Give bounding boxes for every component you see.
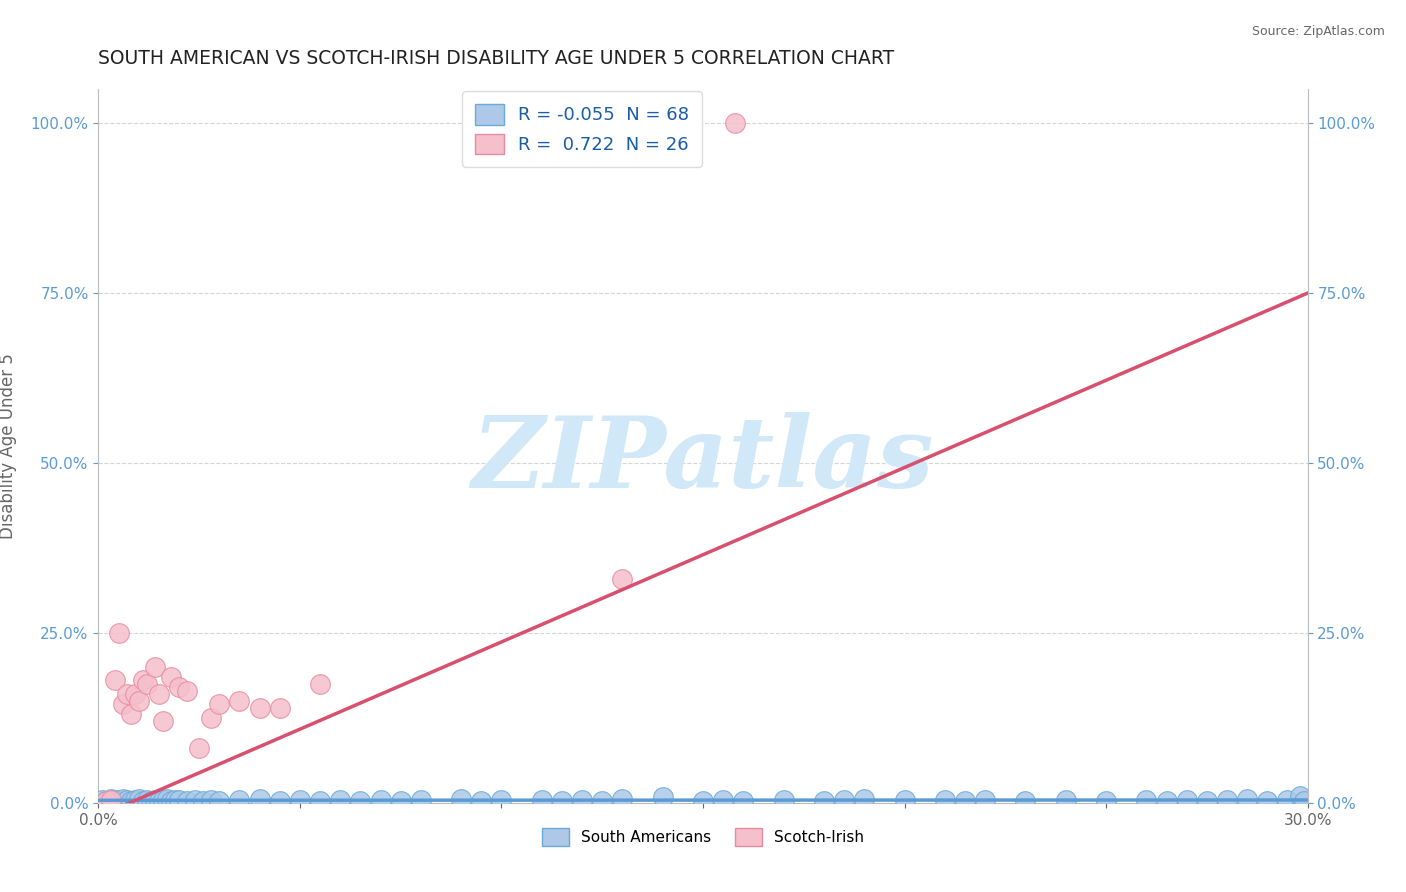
Point xyxy=(160,794,183,808)
Point xyxy=(103,793,125,807)
Point xyxy=(193,794,215,808)
Point xyxy=(269,700,291,714)
Point xyxy=(120,794,142,808)
Point xyxy=(107,626,129,640)
Point xyxy=(470,794,492,808)
Point xyxy=(132,794,155,808)
Point xyxy=(1288,789,1310,803)
Point xyxy=(111,792,134,806)
Point xyxy=(208,794,231,808)
Point xyxy=(711,793,734,807)
Point xyxy=(135,677,157,691)
Point xyxy=(143,793,166,807)
Point xyxy=(249,792,271,806)
Point xyxy=(389,794,412,808)
Point xyxy=(96,794,118,808)
Point xyxy=(309,677,332,691)
Text: Source: ZipAtlas.com: Source: ZipAtlas.com xyxy=(1251,25,1385,38)
Point xyxy=(107,794,129,808)
Point xyxy=(692,794,714,808)
Point xyxy=(934,793,956,807)
Point xyxy=(96,794,118,808)
Point xyxy=(772,793,794,807)
Point xyxy=(953,794,976,808)
Point xyxy=(184,793,207,807)
Point xyxy=(612,792,634,806)
Point xyxy=(132,673,155,688)
Point xyxy=(288,793,311,807)
Point xyxy=(156,792,179,806)
Point xyxy=(139,794,162,808)
Point xyxy=(152,714,174,729)
Point xyxy=(124,687,146,701)
Point xyxy=(148,687,170,701)
Point xyxy=(200,793,222,807)
Point xyxy=(571,793,593,807)
Point xyxy=(1175,793,1198,807)
Point xyxy=(1156,794,1178,808)
Point xyxy=(1135,793,1157,807)
Point xyxy=(249,700,271,714)
Point xyxy=(409,793,432,807)
Point xyxy=(120,707,142,722)
Point xyxy=(551,794,574,808)
Point xyxy=(530,793,553,807)
Point xyxy=(228,793,250,807)
Point xyxy=(100,793,122,807)
Point xyxy=(1292,794,1315,808)
Point xyxy=(128,792,150,806)
Point xyxy=(349,794,371,808)
Point xyxy=(176,683,198,698)
Point xyxy=(167,793,190,807)
Point xyxy=(176,794,198,808)
Point xyxy=(135,793,157,807)
Point xyxy=(309,794,332,808)
Point xyxy=(853,792,876,806)
Point xyxy=(1236,792,1258,806)
Point xyxy=(163,793,186,807)
Point xyxy=(974,793,997,807)
Point xyxy=(1054,793,1077,807)
Point xyxy=(724,116,747,130)
Point xyxy=(813,794,835,808)
Point xyxy=(115,687,138,701)
Point xyxy=(1095,794,1118,808)
Point xyxy=(91,793,114,807)
Text: ZIPatlas: ZIPatlas xyxy=(472,412,934,508)
Point xyxy=(143,660,166,674)
Y-axis label: Disability Age Under 5: Disability Age Under 5 xyxy=(0,353,17,539)
Point xyxy=(160,670,183,684)
Point xyxy=(612,572,634,586)
Point xyxy=(329,793,352,807)
Point xyxy=(1277,793,1299,807)
Point xyxy=(124,793,146,807)
Point xyxy=(1216,793,1239,807)
Point xyxy=(103,673,125,688)
Point xyxy=(651,790,673,805)
Point xyxy=(208,698,231,712)
Point xyxy=(128,694,150,708)
Point xyxy=(450,792,472,806)
Legend: South Americans, Scotch-Irish: South Americans, Scotch-Irish xyxy=(536,822,870,852)
Point xyxy=(832,793,855,807)
Point xyxy=(148,794,170,808)
Point xyxy=(269,794,291,808)
Point xyxy=(167,680,190,694)
Point xyxy=(1195,794,1218,808)
Point xyxy=(370,793,392,807)
Point xyxy=(1014,794,1036,808)
Point xyxy=(111,698,134,712)
Point xyxy=(893,793,915,807)
Point xyxy=(1256,794,1278,808)
Point xyxy=(491,793,513,807)
Point xyxy=(188,741,211,756)
Point xyxy=(200,711,222,725)
Point xyxy=(115,793,138,807)
Point xyxy=(152,793,174,807)
Point xyxy=(228,694,250,708)
Point xyxy=(733,794,755,808)
Point xyxy=(591,794,613,808)
Text: SOUTH AMERICAN VS SCOTCH-IRISH DISABILITY AGE UNDER 5 CORRELATION CHART: SOUTH AMERICAN VS SCOTCH-IRISH DISABILIT… xyxy=(98,49,894,68)
Point xyxy=(100,792,122,806)
